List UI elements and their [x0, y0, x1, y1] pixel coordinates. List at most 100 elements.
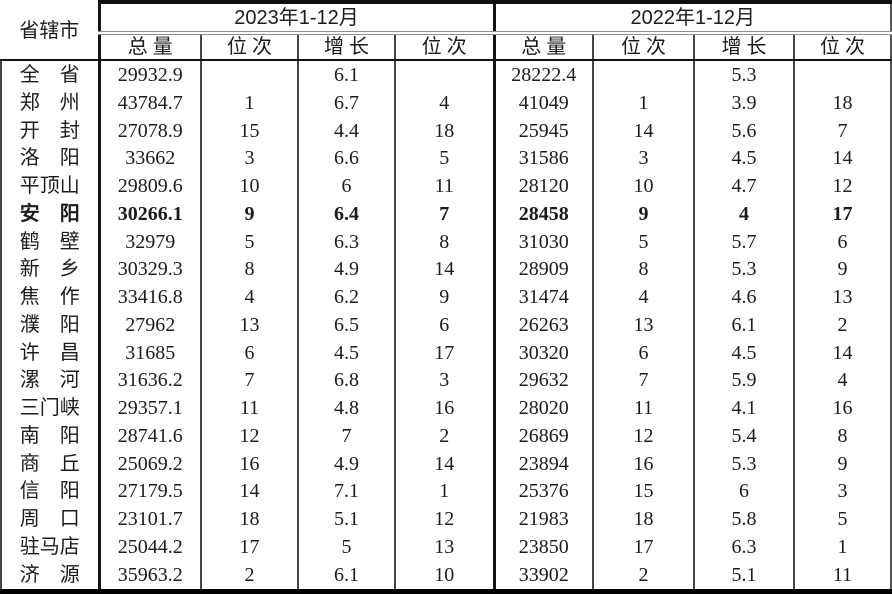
city-name: 平顶山 — [0, 172, 101, 200]
city-name: 济 源 — [0, 560, 101, 594]
rank-growth-2023: 9 — [395, 283, 496, 311]
city-name: 驻马店 — [0, 532, 101, 561]
header-rank-total-2022: 位 次 — [593, 33, 696, 61]
growth-2023: 7 — [298, 421, 396, 450]
rank-growth-2022: 2 — [794, 310, 892, 339]
growth-2023: 4.5 — [298, 338, 396, 367]
growth-2022: 4.5 — [694, 338, 796, 367]
rank-growth-2022: 6 — [794, 227, 892, 256]
total-2022: 23850 — [494, 532, 595, 561]
table-row: 驻马店 25044.2 17 5 13 23850 17 6.3 1 — [0, 532, 892, 561]
growth-2023: 5.1 — [298, 505, 396, 533]
table-row: 焦 作 33416.8 4 6.2 9 31474 4 4.6 13 — [0, 283, 892, 311]
rank-growth-2022: 18 — [794, 88, 892, 117]
table-row: 新 乡 30329.3 8 4.9 14 28909 8 5.3 9 — [0, 255, 892, 284]
rank-growth-2023: 17 — [395, 338, 496, 367]
rank-total-2023: 14 — [201, 477, 299, 506]
city-name: 开 封 — [0, 116, 101, 145]
header-rank-growth-2022: 位 次 — [794, 33, 892, 61]
rank-total-2022: 12 — [593, 421, 696, 450]
rank-growth-2023: 12 — [395, 505, 496, 533]
total-2023: 29932.9 — [99, 60, 202, 89]
header-growth-2022: 增 长 — [694, 33, 796, 61]
rank-growth-2023: 1 — [395, 477, 496, 506]
city-name: 漯 河 — [0, 366, 101, 395]
growth-2022: 4.5 — [694, 144, 796, 173]
total-2022: 25376 — [494, 477, 595, 506]
table-row: 漯 河 31636.2 7 6.8 3 29632 7 5.9 4 — [0, 366, 892, 395]
rank-growth-2023: 14 — [395, 255, 496, 284]
rank-growth-2022: 7 — [794, 116, 892, 145]
rank-total-2023: 1 — [201, 88, 299, 117]
table-row: 许 昌 31685 6 4.5 17 30320 6 4.5 14 — [0, 338, 892, 367]
rank-total-2023: 17 — [201, 532, 299, 561]
total-2022: 29632 — [494, 366, 595, 395]
growth-2023: 6.8 — [298, 366, 396, 395]
table-row: 濮 阳 27962 13 6.5 6 26263 13 6.1 2 — [0, 310, 892, 339]
growth-2022: 4.6 — [694, 283, 796, 311]
rank-total-2022: 10 — [593, 172, 696, 200]
header-total-2022: 总 量 — [494, 33, 595, 61]
rank-total-2022: 16 — [593, 449, 696, 478]
rank-growth-2022: 4 — [794, 366, 892, 395]
rank-total-2022: 11 — [593, 394, 696, 422]
growth-2022: 5.8 — [694, 505, 796, 533]
year-group-2022: 2022年1-12月 — [494, 0, 892, 35]
total-2023: 43784.7 — [99, 88, 202, 117]
rank-growth-2022: 1 — [794, 532, 892, 561]
rank-total-2023: 10 — [201, 172, 299, 200]
rank-total-2023: 8 — [201, 255, 299, 284]
rank-growth-2022: 9 — [794, 255, 892, 284]
growth-2023: 4.8 — [298, 394, 396, 422]
total-2023: 27962 — [99, 310, 202, 339]
growth-2023: 6.5 — [298, 310, 396, 339]
growth-2022: 5.9 — [694, 366, 796, 395]
rank-growth-2022: 8 — [794, 421, 892, 450]
growth-2023: 4.4 — [298, 116, 396, 145]
rank-growth-2022: 17 — [794, 199, 892, 228]
rank-growth-2022: 13 — [794, 283, 892, 311]
city-name: 焦 作 — [0, 283, 101, 311]
rank-total-2023: 18 — [201, 505, 299, 533]
rank-total-2022: 15 — [593, 477, 696, 506]
growth-2022: 5.6 — [694, 116, 796, 145]
rank-growth-2023: 8 — [395, 227, 496, 256]
table-row: 全 省 29932.9 6.1 28222.4 5.3 — [0, 60, 892, 89]
total-2023: 28741.6 — [99, 421, 202, 450]
rank-growth-2023: 11 — [395, 172, 496, 200]
header-rank-total-2023: 位 次 — [201, 33, 299, 61]
total-2023: 23101.7 — [99, 505, 202, 533]
rank-total-2022: 7 — [593, 366, 696, 395]
rank-total-2022: 14 — [593, 116, 696, 145]
rank-growth-2022: 11 — [794, 560, 892, 594]
rank-total-2022 — [593, 60, 696, 89]
rank-total-2023: 2 — [201, 560, 299, 594]
total-2023: 27078.9 — [99, 116, 202, 145]
rank-growth-2023: 13 — [395, 532, 496, 561]
growth-2022: 3.9 — [694, 88, 796, 117]
growth-2023: 6.6 — [298, 144, 396, 173]
total-2022: 26263 — [494, 310, 595, 339]
total-2022: 41049 — [494, 88, 595, 117]
growth-2022: 4.7 — [694, 172, 796, 200]
growth-2022: 4 — [694, 199, 796, 228]
total-2023: 31685 — [99, 338, 202, 367]
table-row: 信 阳 27179.5 14 7.1 1 25376 15 6 3 — [0, 477, 892, 506]
table-row: 平顶山 29809.6 10 6 11 28120 10 4.7 12 — [0, 172, 892, 200]
rank-growth-2023: 5 — [395, 144, 496, 173]
growth-2023: 6.7 — [298, 88, 396, 117]
table-row: 开 封 27078.9 15 4.4 18 25945 14 5.6 7 — [0, 116, 892, 145]
total-2022: 28909 — [494, 255, 595, 284]
total-2022: 33902 — [494, 560, 595, 594]
rank-growth-2022: 9 — [794, 449, 892, 478]
total-2023: 33416.8 — [99, 283, 202, 311]
growth-2023: 6.4 — [298, 199, 396, 228]
growth-2023: 7.1 — [298, 477, 396, 506]
rank-total-2023: 13 — [201, 310, 299, 339]
rank-total-2022: 9 — [593, 199, 696, 228]
table-header: 省辖市 2023年1-12月 2022年1-12月 总 量 位 次 增 长 位 … — [1, 0, 892, 61]
table-row: 鹤 壁 32979 5 6.3 8 31030 5 5.7 6 — [0, 227, 892, 256]
growth-2022: 5.1 — [694, 560, 796, 594]
total-2023: 25069.2 — [99, 449, 202, 478]
